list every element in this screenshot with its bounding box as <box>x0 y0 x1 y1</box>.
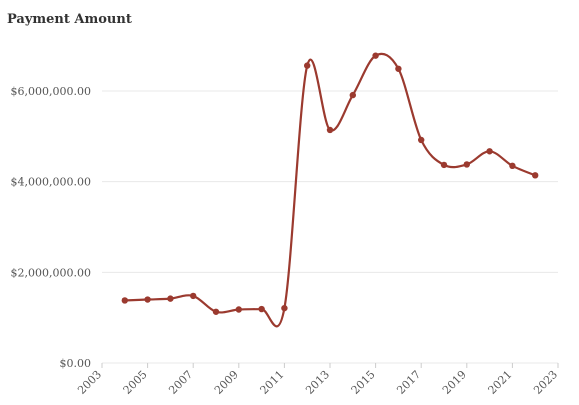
x-tick-label: 2007 <box>166 368 195 397</box>
x-tick-label: 2011 <box>258 368 287 397</box>
x-tick-label: 2005 <box>121 368 150 397</box>
x-tick-label: 2021 <box>486 368 515 397</box>
series-line <box>124 52 536 328</box>
x-tick-label: 2015 <box>349 368 378 397</box>
data-point <box>304 62 311 69</box>
y-tick-label: $4,000,000.00 <box>11 176 91 189</box>
data-point <box>167 295 174 302</box>
data-point <box>144 296 151 303</box>
x-tick-label: 2017 <box>394 368 423 397</box>
y-tick-label: $2,000,000.00 <box>11 266 91 279</box>
data-point <box>235 306 242 313</box>
data-point <box>121 297 128 304</box>
data-point <box>486 148 493 155</box>
data-point <box>440 161 448 169</box>
x-tick-label: 2003 <box>75 368 104 397</box>
data-point <box>509 162 516 169</box>
data-point <box>418 136 425 144</box>
x-tick-label: 2019 <box>440 368 469 397</box>
y-tick-label: $0.00 <box>60 357 92 370</box>
data-point <box>212 308 220 315</box>
data-point <box>349 91 356 99</box>
data-point <box>326 126 334 134</box>
data-point <box>281 304 288 312</box>
data-point <box>258 305 265 313</box>
chart-title: Payment Amount <box>7 12 132 27</box>
data-point <box>372 52 379 59</box>
y-tick-label: $6,000,000.00 <box>11 85 91 98</box>
data-point <box>463 161 470 168</box>
data-point <box>395 65 402 72</box>
x-tick-label: 2013 <box>303 368 332 397</box>
data-point <box>190 292 197 300</box>
x-tick-label: 2009 <box>212 368 241 397</box>
x-tick-label: 2023 <box>531 368 560 397</box>
data-point <box>532 172 539 179</box>
